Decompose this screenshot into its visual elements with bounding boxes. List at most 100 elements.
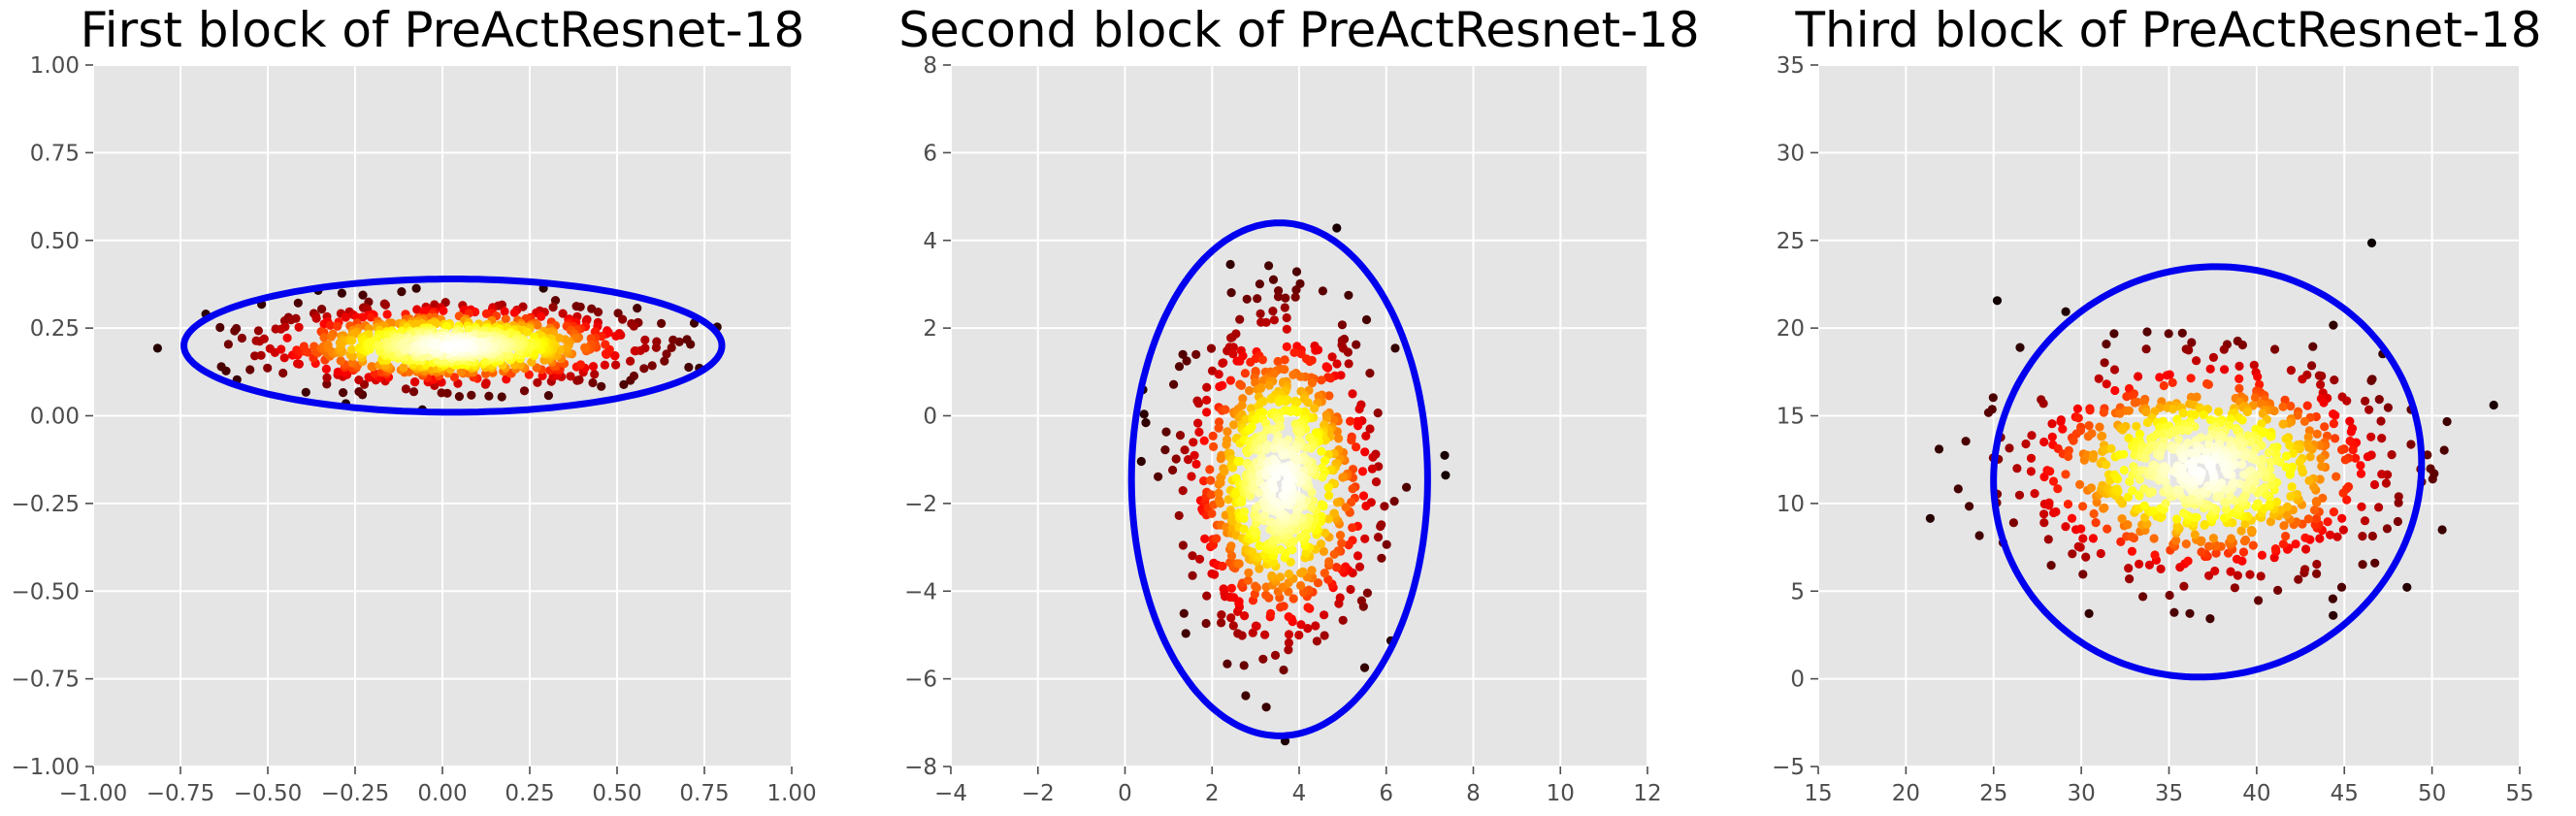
scatter-point	[2240, 535, 2251, 545]
scatter-point	[1284, 645, 1293, 655]
scatter-point	[1237, 631, 1247, 640]
scatter-point	[412, 305, 422, 314]
scatter-point	[1318, 463, 1327, 473]
scatter-point	[558, 309, 568, 318]
scatter-point	[282, 333, 292, 343]
scatter-point	[2423, 450, 2432, 460]
scatter-point	[1289, 453, 1299, 463]
scatter-point	[2039, 518, 2049, 528]
scatter-point	[1255, 279, 1264, 289]
scatter-point	[601, 340, 610, 349]
scatter-point	[2299, 416, 2309, 426]
scatter-point	[2141, 407, 2151, 417]
scatter-point	[2264, 448, 2273, 458]
scatter-point	[2135, 559, 2144, 570]
scatter-point	[1206, 475, 1216, 485]
scatter-point	[2205, 364, 2215, 374]
scatter-point	[1320, 631, 1329, 640]
scatter-point	[575, 302, 585, 311]
scatter-point	[1344, 290, 1353, 300]
scatter-point	[2303, 432, 2313, 442]
scatter-point	[1354, 562, 1365, 571]
scatter-point	[2110, 385, 2120, 396]
scatter-point	[2234, 383, 2244, 393]
scatter-point	[1252, 621, 1261, 631]
scatter-point	[651, 343, 662, 352]
scatter-point	[1214, 488, 1223, 498]
scatter-point	[682, 335, 692, 344]
scatter-point	[2240, 490, 2250, 500]
scatter-point	[2106, 443, 2116, 453]
confidence-ellipse	[180, 276, 726, 416]
scatter-point	[1284, 637, 1293, 648]
scatter-point	[2331, 434, 2340, 443]
scatter-point	[2230, 583, 2239, 593]
scatter-point	[2173, 435, 2183, 444]
scatter-point	[2208, 352, 2218, 362]
scatter-point	[1291, 285, 1301, 295]
scatter-point	[1178, 540, 1188, 550]
scatter-point	[2135, 490, 2144, 500]
scatter-point	[1260, 630, 1270, 639]
scatter-point	[2270, 544, 2280, 554]
scatter-point	[2311, 514, 2322, 524]
scatter-point	[2155, 451, 2165, 461]
y-tick-label: −0.75	[12, 668, 80, 693]
scatter-point	[1240, 369, 1250, 378]
scatter-point	[347, 344, 357, 354]
scatter-point	[1280, 303, 1289, 312]
scatter-point	[2164, 329, 2173, 339]
scatter-point	[2329, 419, 2338, 429]
scatter-point	[1337, 539, 1347, 548]
scatter-point	[2130, 443, 2139, 453]
scatter-point	[2302, 401, 2312, 410]
scatter-point	[2233, 571, 2242, 580]
scatter-point	[1202, 591, 1212, 601]
scatter-point	[1274, 397, 1284, 407]
y-tick-label: 20	[1777, 316, 1805, 342]
scatter-point	[2278, 539, 2288, 549]
scatter-point	[2044, 498, 2054, 507]
scatter-point	[2178, 408, 2188, 418]
y-tick-label: 0.75	[30, 141, 80, 166]
scatter-point	[1219, 584, 1228, 594]
scatter-point	[588, 362, 599, 372]
scatter-point	[2116, 537, 2126, 547]
scatter-point	[354, 387, 364, 397]
scatter-point	[1359, 663, 1370, 672]
scatter-point	[1237, 495, 1247, 505]
scatter-point	[1338, 473, 1348, 482]
scatter-point	[2158, 429, 2168, 439]
scatter-point	[2367, 531, 2377, 541]
scatter-point	[2039, 509, 2049, 519]
scatter-point	[230, 326, 240, 336]
scatter-point	[1332, 498, 1342, 507]
scatter-point	[430, 342, 440, 351]
scatter-point	[1235, 356, 1245, 366]
scatter-point	[294, 322, 304, 332]
scatter-point	[2098, 431, 2107, 441]
scatter-point	[2304, 442, 2314, 452]
scatter-point	[411, 319, 421, 329]
scatter-point	[278, 368, 288, 378]
scatter-point	[1307, 378, 1317, 388]
scatter-point	[1240, 611, 1250, 621]
scatter-point	[449, 373, 459, 382]
scatter-point	[2221, 505, 2232, 514]
scatter-point	[1296, 580, 1306, 591]
scatter-point	[1305, 356, 1315, 367]
scatter-point	[2171, 536, 2181, 545]
scatter-point	[1291, 267, 1302, 277]
scatter-point	[2177, 465, 2187, 474]
x-tick-label: 30	[2067, 781, 2095, 806]
scatter-point	[2075, 426, 2086, 436]
scatter-point	[293, 298, 303, 308]
scatter-point	[2285, 470, 2295, 479]
scatter-point	[1324, 491, 1334, 501]
scatter-point	[2005, 443, 2014, 453]
scatter-point	[2171, 514, 2182, 524]
scatter-point	[575, 360, 586, 370]
scatter-point	[2357, 502, 2366, 511]
scatter-point	[1202, 382, 1212, 392]
scatter-point	[2067, 513, 2077, 523]
